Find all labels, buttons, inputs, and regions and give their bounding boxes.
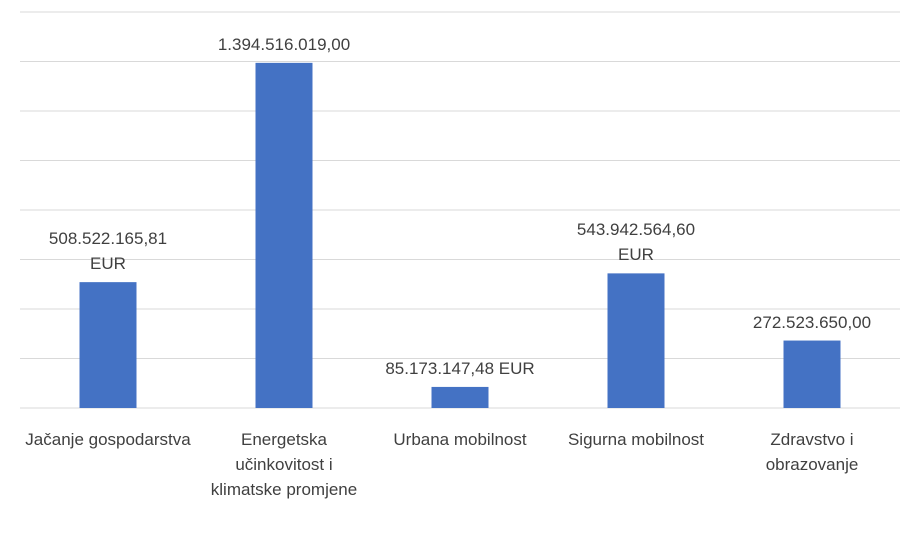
value-label: 85.173.147,48 EUR [385, 358, 535, 378]
x-tick-label: Jačanje gospodarstva [25, 430, 191, 449]
bar [783, 340, 841, 408]
x-tick-label: Energetska učinkovitost i klimatske prom… [210, 430, 358, 499]
bar [607, 273, 665, 408]
x-tick-label: Sigurna mobilnost [567, 430, 705, 449]
x-tick-label: Urbana mobilnost [393, 430, 527, 449]
value-label: 543.942.564,60 EUR [576, 220, 696, 265]
x-tick-label: Zdravstvo i obrazovanje [765, 430, 859, 474]
bar [79, 282, 137, 408]
value-label: 1.394.516.019,00 [217, 34, 351, 54]
bar [431, 386, 489, 408]
value-label: 272.523.650,00 [752, 312, 872, 332]
value-label: 508.522.165,81 EUR [48, 229, 168, 274]
bar [255, 62, 313, 408]
